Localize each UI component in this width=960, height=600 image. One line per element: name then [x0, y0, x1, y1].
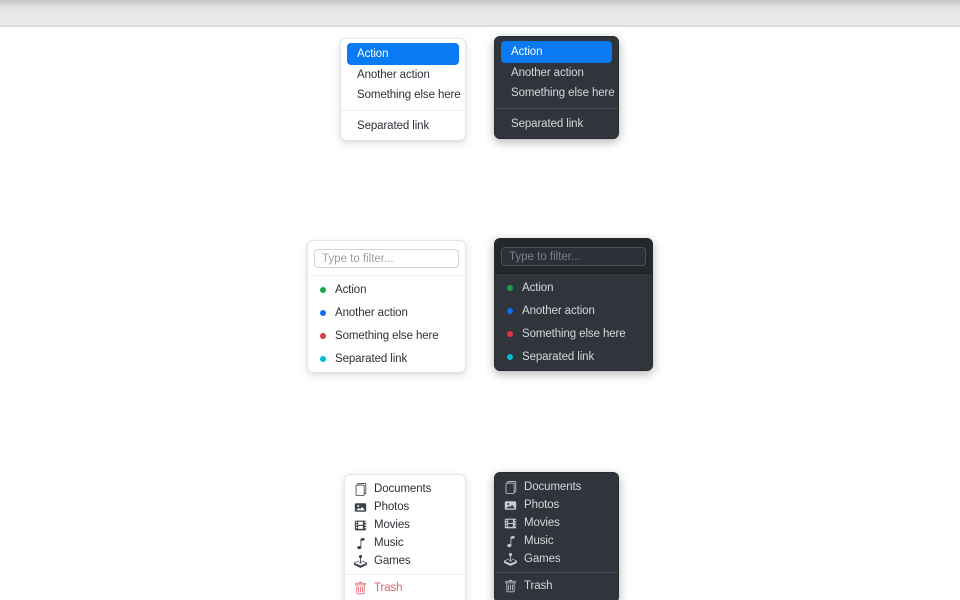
music-icon [504, 535, 517, 548]
menu-item-something-else[interactable]: Something else here [357, 89, 461, 101]
status-dot-cyan [320, 355, 326, 362]
menu-item-documents[interactable]: Documents [495, 478, 618, 496]
menu-item-label: Separated link [335, 352, 408, 365]
filter-list: Action Another action Something else her… [308, 276, 465, 372]
menu-item-label: Another action [522, 304, 595, 317]
filter-header [495, 239, 652, 274]
games-icon [354, 554, 367, 568]
trash-icon [354, 581, 367, 595]
menu-item-label: Action [335, 283, 367, 296]
menu-divider [495, 572, 618, 573]
menu-item-label: Trash [374, 582, 403, 594]
section-divider-bar [0, 0, 960, 26]
dropdown-menu-basic-dark: Action Another action Something else her… [494, 36, 619, 139]
menu-item-label: Music [374, 537, 404, 549]
menu-item-label: Photos [524, 499, 560, 511]
status-dot-green [507, 284, 513, 291]
menu-item-separated-link[interactable]: Separated link [357, 120, 430, 132]
filter-input[interactable] [501, 247, 646, 266]
music-icon [354, 537, 367, 550]
menu-item-another-action[interactable]: Another action [511, 67, 584, 79]
dropdown-menu-basic-light: Action Another action Something else her… [340, 38, 466, 141]
documents-icon [354, 482, 367, 496]
menu-item-label: Something else here [335, 329, 439, 342]
filter-header [308, 241, 465, 276]
dropdown-menu-icons-dark: Documents Photos Movies Music Games Tras… [494, 472, 619, 600]
menu-item-label: Games [524, 553, 561, 565]
menu-item-another-action[interactable]: Another action [308, 301, 465, 324]
menu-item-something-else[interactable]: Something else here [308, 324, 465, 347]
menu-item-label: Documents [374, 483, 432, 495]
status-dot-blue [320, 309, 326, 316]
documents-icon [504, 480, 517, 494]
trash-icon [504, 579, 517, 593]
menu-item-another-action[interactable]: Another action [357, 69, 430, 81]
menu-item-trash[interactable]: Trash [495, 577, 618, 595]
menu-item-action[interactable]: Action [495, 276, 652, 299]
movies-icon [504, 517, 517, 530]
menu-item-movies[interactable]: Movies [345, 516, 465, 534]
menu-item-label: Trash [524, 580, 553, 592]
menu-item-music[interactable]: Music [345, 534, 465, 552]
filter-list: Action Another action Something else her… [495, 274, 652, 370]
menu-item-music[interactable]: Music [495, 532, 618, 550]
menu-item-something-else[interactable]: Something else here [511, 87, 615, 99]
dropdown-menu-filter-dark: Action Another action Something else her… [494, 238, 653, 371]
menu-item-label: Separated link [522, 350, 595, 363]
filter-input[interactable] [314, 249, 459, 268]
status-dot-red [320, 332, 326, 339]
menu-item-action[interactable]: Action [308, 278, 465, 301]
menu-item-action-active[interactable]: Action [501, 41, 612, 63]
menu-item-label: Photos [374, 501, 410, 513]
menu-item-label: Movies [524, 517, 560, 529]
menu-item-separated-link[interactable]: Separated link [308, 347, 465, 370]
dropdown-menu-filter-light: Action Another action Something else her… [307, 240, 466, 373]
menu-divider [345, 574, 465, 575]
menu-item-photos[interactable]: Photos [495, 496, 618, 514]
menu-item-photos[interactable]: Photos [345, 498, 465, 516]
dropdown-menu-icons-light: Documents Photos Movies Music Games Tras… [344, 474, 466, 600]
menu-item-label: Movies [374, 519, 410, 531]
menu-item-label: Documents [524, 481, 582, 493]
menu-item-separated-link[interactable]: Separated link [495, 345, 652, 368]
menu-item-separated-link[interactable]: Separated link [511, 118, 584, 130]
menu-item-another-action[interactable]: Another action [495, 299, 652, 322]
photos-icon [504, 499, 517, 512]
menu-item-documents[interactable]: Documents [345, 480, 465, 498]
menu-divider [495, 108, 618, 109]
menu-item-movies[interactable]: Movies [495, 514, 618, 532]
menu-item-label: Games [374, 555, 411, 567]
menu-item-games[interactable]: Games [345, 552, 465, 570]
status-dot-blue [507, 307, 513, 314]
photos-icon [354, 501, 367, 514]
status-dot-green [320, 286, 326, 293]
games-icon [504, 552, 517, 566]
menu-item-something-else[interactable]: Something else here [495, 322, 652, 345]
movies-icon [354, 519, 367, 532]
status-dot-red [507, 330, 513, 337]
menu-divider [341, 110, 465, 111]
menu-item-label: Action [522, 281, 554, 294]
menu-item-label: Another action [335, 306, 408, 319]
menu-item-label: Music [524, 535, 554, 547]
menu-item-action-active[interactable]: Action [347, 43, 459, 65]
status-dot-cyan [507, 353, 513, 360]
menu-item-trash[interactable]: Trash [345, 579, 465, 597]
menu-item-label: Something else here [522, 327, 626, 340]
menu-item-games[interactable]: Games [495, 550, 618, 568]
